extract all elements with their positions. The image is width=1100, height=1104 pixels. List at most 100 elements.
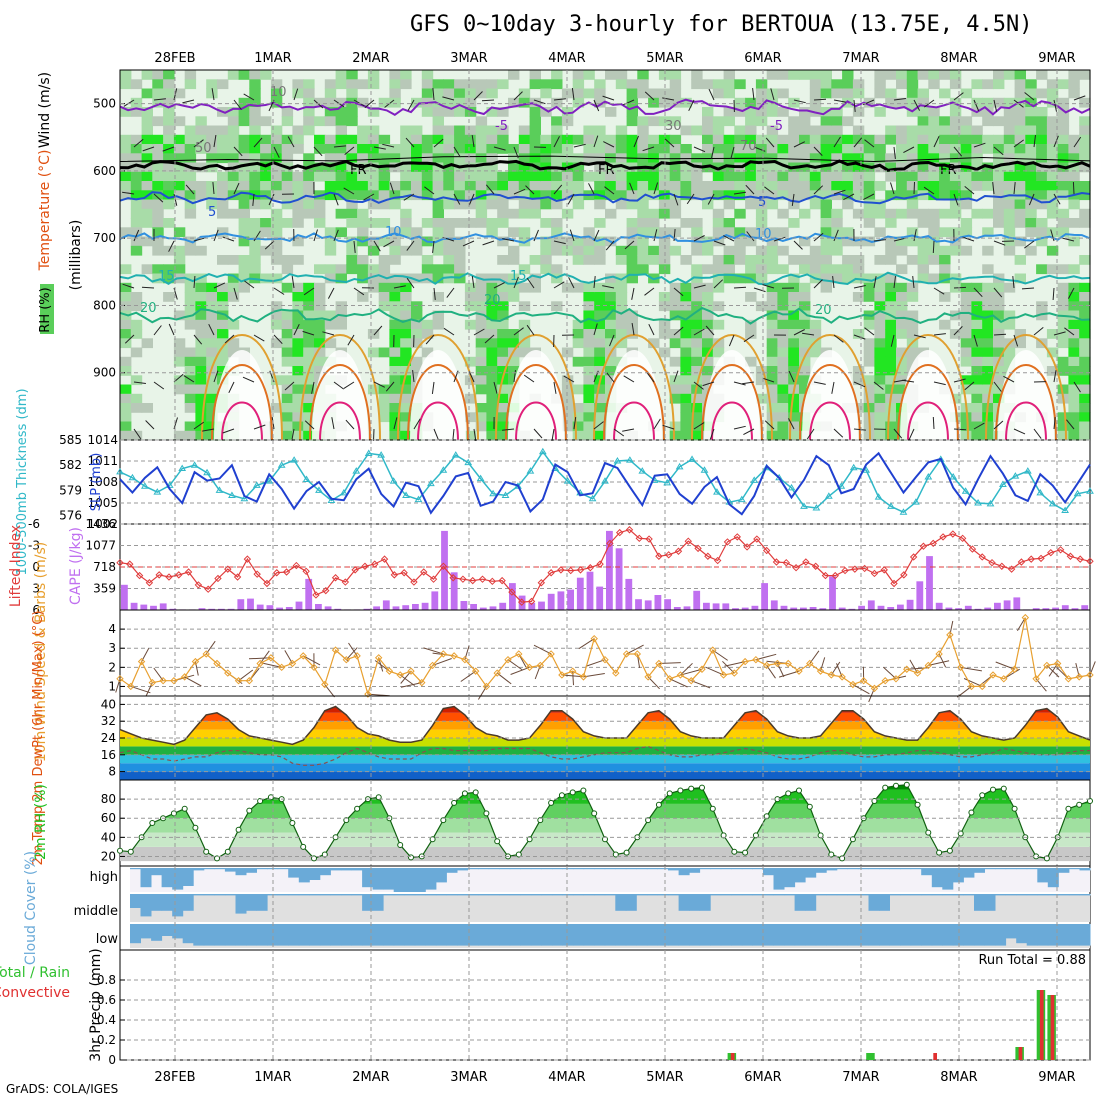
rh-cell <box>1058 98 1069 108</box>
rh-cell <box>918 172 929 182</box>
rh-cell <box>379 153 390 163</box>
cloud-bar <box>510 868 521 869</box>
rh-cell <box>476 200 487 210</box>
rh-cell <box>896 320 907 330</box>
rh-cell <box>540 79 551 89</box>
cape-bar <box>267 605 274 610</box>
rh-cell <box>292 431 303 441</box>
date-label-bottom: 4MAR <box>548 1070 585 1085</box>
rh-cell <box>971 181 982 191</box>
rh-cell <box>982 348 993 358</box>
rh-cell <box>314 357 325 367</box>
rh-cell <box>767 357 778 367</box>
cape-bar <box>509 583 516 610</box>
rh-cell <box>152 135 163 145</box>
rh-cell <box>853 126 864 136</box>
cloud-bar <box>942 894 953 895</box>
rh-cell <box>907 144 918 154</box>
rh-cell <box>400 126 411 136</box>
cloud-bar <box>468 924 479 946</box>
rh-cell <box>799 172 810 182</box>
rh-cell <box>885 412 896 422</box>
rh-cell <box>874 89 885 99</box>
rh-cell <box>260 218 271 228</box>
cloud-bar <box>795 868 806 882</box>
rh-cell <box>950 209 961 219</box>
rh-cell <box>767 70 778 80</box>
rh-cell <box>228 70 239 80</box>
rh-cell <box>486 200 497 210</box>
cloud-bar <box>974 924 985 946</box>
precip-legend-convective: Convective <box>0 985 70 1001</box>
rh-cell <box>120 431 131 441</box>
rh-cell <box>573 135 584 145</box>
rh-cell <box>1015 70 1026 80</box>
cloud-bar <box>246 894 257 911</box>
rh-point <box>462 791 467 796</box>
rh-cell <box>961 246 972 256</box>
rh-cell <box>777 348 788 358</box>
cape-bar <box>771 600 778 610</box>
rh-cell <box>799 153 810 163</box>
cloud-bar <box>636 894 647 895</box>
rh-cell <box>325 172 336 182</box>
rh-cell <box>131 79 142 89</box>
rh-cell <box>637 79 648 89</box>
rh-cell <box>777 70 788 80</box>
rh-cell <box>131 209 142 219</box>
rh-cell <box>713 79 724 89</box>
rh-cell <box>357 153 368 163</box>
cloud-bar <box>795 924 806 946</box>
rh-cell <box>777 89 788 99</box>
rh-cell <box>616 255 627 265</box>
rh-cell <box>336 70 347 80</box>
cloud-bar <box>921 894 932 895</box>
rh-cell <box>864 172 875 182</box>
rh-cell <box>885 357 896 367</box>
rh-cell <box>680 422 691 432</box>
surface-wind-barb <box>461 671 476 681</box>
cape-bar <box>916 581 923 610</box>
rh-cell <box>1079 181 1090 191</box>
cape-bar <box>577 578 584 610</box>
rh-tick-label: 20 <box>101 849 116 863</box>
rh-cell <box>594 218 605 228</box>
cloud-bar <box>141 924 152 938</box>
thickness-tick-label: 576 <box>59 509 82 523</box>
rh-cell <box>788 135 799 145</box>
rh-point <box>495 839 500 844</box>
rh-cell <box>357 218 368 228</box>
rh-cell <box>896 172 907 182</box>
rh-cell <box>131 246 142 256</box>
rh-cell <box>907 153 918 163</box>
wind-barb <box>954 287 966 288</box>
rh-cell <box>120 357 131 367</box>
rh-cell <box>713 264 724 274</box>
rh-cell <box>454 126 465 136</box>
rh-cell <box>821 218 832 228</box>
rh-cell <box>389 338 400 348</box>
rh-cell <box>249 255 260 265</box>
cloud-bar <box>563 924 574 946</box>
rh-cell <box>745 172 756 182</box>
cloud-bar <box>267 924 278 946</box>
rh-cell <box>788 70 799 80</box>
rh-cell <box>670 292 681 302</box>
rh-cell <box>379 292 390 302</box>
rh-cell <box>217 301 228 311</box>
rh-cell <box>260 246 271 256</box>
cloud-bar <box>141 868 152 887</box>
rh-cell <box>486 181 497 191</box>
rh-cell <box>1058 181 1069 191</box>
date-label-bottom: 28FEB <box>154 1070 195 1085</box>
rh-cell <box>777 366 788 376</box>
rh-cell <box>691 181 702 191</box>
rh-cell <box>282 431 293 441</box>
rh-cell <box>993 144 1004 154</box>
rh-cell <box>573 246 584 256</box>
surface-wind-barb <box>583 674 604 677</box>
rh-cell <box>573 283 584 293</box>
rh-cell <box>239 255 250 265</box>
rh-cell <box>777 422 788 432</box>
cloud-bar <box>858 894 869 895</box>
